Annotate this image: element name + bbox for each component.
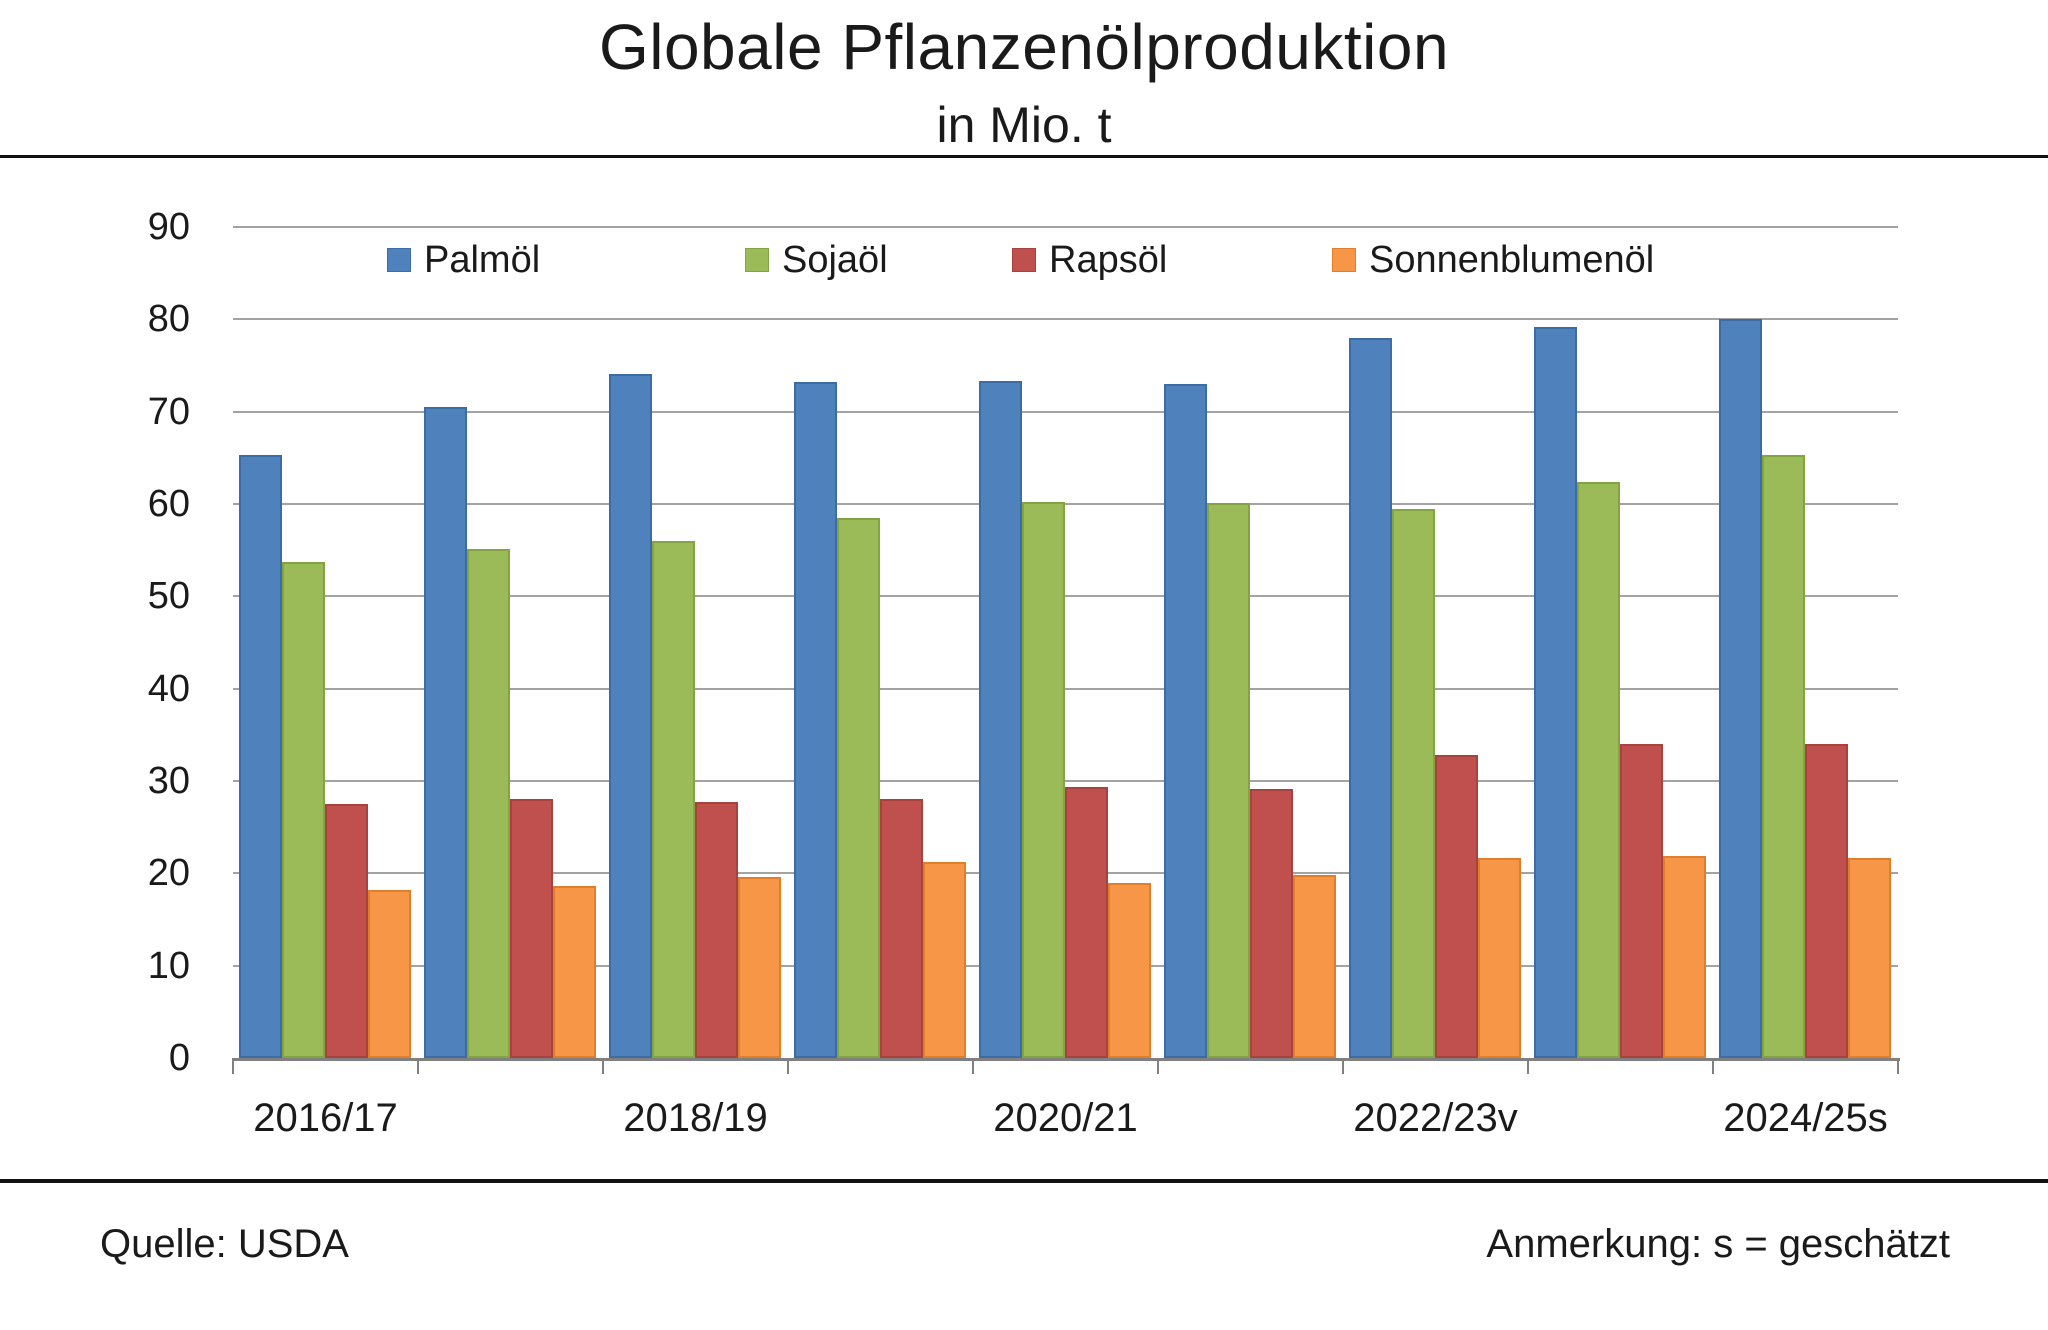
bar-sojaöl-2021-22 bbox=[1207, 503, 1250, 1058]
y-axis-label-20: 20 bbox=[147, 852, 190, 895]
bar-rapsöl-2023-24 bbox=[1620, 744, 1663, 1058]
bar-sonnenblumenöl-2018-19 bbox=[738, 877, 781, 1058]
legend-swatch-rapsöl bbox=[1012, 248, 1036, 272]
x-axis-label-2016-17: 2016/17 bbox=[253, 1096, 398, 1140]
bar-palmöl-2022-23v bbox=[1349, 338, 1392, 1058]
bar-palmöl-2017-18 bbox=[424, 407, 467, 1058]
legend-label-sojaöl: Sojaöl bbox=[782, 238, 888, 281]
bar-sonnenblumenöl-2021-22 bbox=[1293, 875, 1336, 1058]
chart-title: Globale Pflanzenölproduktion bbox=[598, 11, 1450, 83]
bar-sonnenblumenöl-2024-25s bbox=[1848, 858, 1891, 1058]
x-axis-tick bbox=[417, 1058, 419, 1074]
legend-item-sonnenblumenöl: Sonnenblumenöl bbox=[1332, 238, 1654, 282]
gridline-90 bbox=[233, 226, 1898, 228]
gridline-70 bbox=[233, 410, 1898, 413]
x-axis-label-2022-23v: 2022/23v bbox=[1353, 1096, 1518, 1140]
bar-rapsöl-2022-23v bbox=[1435, 755, 1478, 1058]
bar-palmöl-2021-22 bbox=[1164, 384, 1207, 1058]
legend-swatch-palmöl bbox=[387, 248, 411, 272]
x-axis-label-2018-19: 2018/19 bbox=[623, 1096, 768, 1140]
legend-item-rapsöl: Rapsöl bbox=[1012, 238, 1167, 282]
x-axis-tick bbox=[1712, 1058, 1714, 1074]
footer-note: Anmerkung: s = geschätzt bbox=[1486, 1222, 1950, 1266]
x-axis-tick bbox=[1897, 1058, 1899, 1074]
bar-sojaöl-2017-18 bbox=[467, 549, 510, 1058]
bar-palmöl-2019-20 bbox=[794, 382, 837, 1058]
y-axis-label-50: 50 bbox=[147, 575, 190, 618]
bar-sojaöl-2020-21 bbox=[1022, 502, 1065, 1058]
legend-swatch-sojaöl bbox=[745, 248, 769, 272]
gridline-30 bbox=[233, 780, 1898, 782]
x-axis-label-2020-21: 2020/21 bbox=[993, 1096, 1138, 1140]
bar-sonnenblumenöl-2016-17 bbox=[368, 890, 411, 1058]
y-axis-label-10: 10 bbox=[147, 944, 190, 987]
x-axis-label-2024-25s: 2024/25s bbox=[1723, 1096, 1888, 1140]
bar-sojaöl-2022-23v bbox=[1392, 509, 1435, 1058]
bar-sonnenblumenöl-2020-21 bbox=[1108, 883, 1151, 1058]
y-axis-label-80: 80 bbox=[147, 298, 190, 341]
bar-palmöl-2024-25s bbox=[1719, 319, 1762, 1058]
bar-rapsöl-2021-22 bbox=[1250, 789, 1293, 1058]
x-axis-line bbox=[233, 1058, 1900, 1061]
x-axis-tick bbox=[1342, 1058, 1344, 1074]
chart-subtitle: in Mio. t bbox=[936, 97, 1112, 153]
x-axis-tick bbox=[232, 1058, 234, 1074]
bar-sonnenblumenöl-2022-23v bbox=[1478, 858, 1521, 1058]
bar-sonnenblumenöl-2023-24 bbox=[1663, 856, 1706, 1058]
legend-label-sonnenblumenöl: Sonnenblumenöl bbox=[1369, 238, 1655, 281]
bar-palmöl-2023-24 bbox=[1534, 327, 1577, 1058]
gridline-60 bbox=[233, 503, 1898, 505]
bar-palmöl-2020-21 bbox=[979, 381, 1022, 1058]
bar-rapsöl-2019-20 bbox=[880, 799, 923, 1058]
legend-label-palmöl: Palmöl bbox=[424, 238, 541, 281]
legend-swatch-sonnenblumenöl bbox=[1332, 248, 1356, 272]
bar-rapsöl-2016-17 bbox=[325, 804, 368, 1058]
bar-sojaöl-2024-25s bbox=[1762, 455, 1805, 1058]
y-axis-label-40: 40 bbox=[147, 667, 190, 710]
footer-source: Quelle: USDA bbox=[100, 1222, 349, 1266]
x-axis-tick bbox=[1157, 1058, 1159, 1074]
bar-sonnenblumenöl-2019-20 bbox=[923, 862, 966, 1058]
x-axis-tick bbox=[602, 1058, 604, 1074]
y-axis-label-70: 70 bbox=[147, 390, 190, 433]
bar-rapsöl-2020-21 bbox=[1065, 787, 1108, 1058]
y-axis-label-60: 60 bbox=[147, 483, 190, 525]
y-axis-label-0: 0 bbox=[168, 1037, 190, 1079]
bar-sojaöl-2019-20 bbox=[837, 518, 880, 1058]
legend-item-sojaöl: Sojaöl bbox=[745, 238, 888, 282]
bar-rapsöl-2017-18 bbox=[510, 799, 553, 1058]
x-axis-tick bbox=[787, 1058, 789, 1074]
bar-sonnenblumenöl-2017-18 bbox=[553, 886, 596, 1058]
y-axis-label-90: 90 bbox=[147, 206, 190, 248]
bar-rapsöl-2024-25s bbox=[1805, 744, 1848, 1058]
bar-sojaöl-2018-19 bbox=[652, 541, 695, 1058]
top-divider bbox=[0, 155, 2048, 158]
x-axis-tick bbox=[972, 1058, 974, 1074]
y-axis-label-30: 30 bbox=[147, 760, 190, 802]
gridline-80 bbox=[233, 318, 1898, 321]
bar-sojaöl-2016-17 bbox=[282, 562, 325, 1058]
legend-label-rapsöl: Rapsöl bbox=[1049, 238, 1168, 281]
bar-rapsöl-2018-19 bbox=[695, 802, 738, 1058]
bar-palmöl-2018-19 bbox=[609, 374, 652, 1058]
bar-sojaöl-2023-24 bbox=[1577, 482, 1620, 1058]
gridline-50 bbox=[233, 595, 1898, 598]
gridline-40 bbox=[233, 687, 1898, 690]
legend-item-palmöl: Palmöl bbox=[387, 238, 540, 282]
x-axis-tick bbox=[1527, 1058, 1529, 1074]
bottom-divider bbox=[0, 1179, 2048, 1183]
bar-palmöl-2016-17 bbox=[239, 455, 282, 1058]
